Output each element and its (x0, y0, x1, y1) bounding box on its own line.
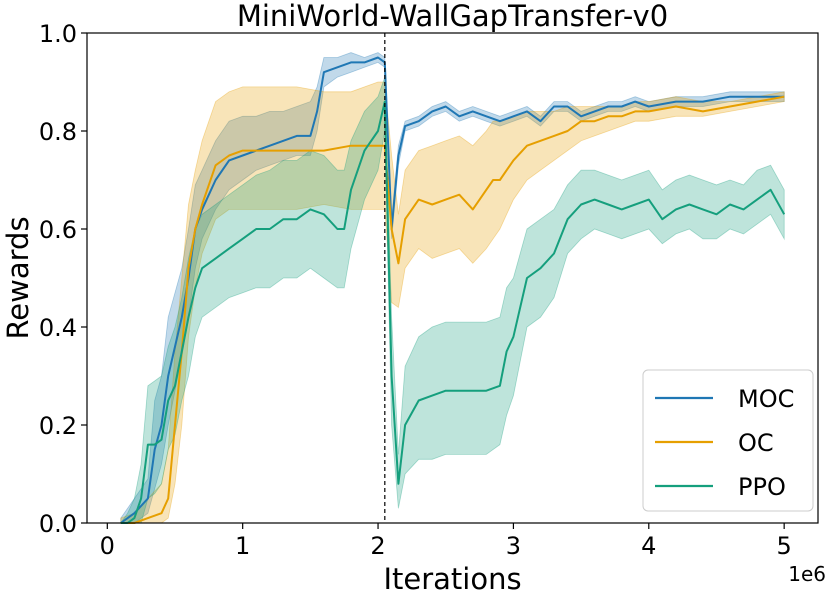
x-tick-label: 2 (370, 532, 385, 560)
plot-frame (86, 32, 819, 524)
legend-label-oc: OC (738, 429, 774, 457)
y-tick-label: 0.6 (39, 216, 77, 244)
x-tick-label: 1 (235, 532, 250, 560)
legend: MOC OC PPO (642, 369, 814, 512)
y-tick-label: 0.2 (39, 412, 77, 440)
y-axis-ticks: 0.0 0.2 0.4 0.6 0.8 1.0 (39, 20, 87, 538)
y-axis-label: Rewards (1, 216, 35, 339)
y-tick-label: 0.4 (39, 314, 77, 342)
legend-label-moc: MOC (738, 385, 794, 413)
x-tick-label: 4 (641, 532, 656, 560)
oc-line (120, 95, 785, 524)
y-tick-label: 0.0 (39, 510, 77, 538)
chart-title: MiniWorld-WallGapTransfer-v0 (237, 0, 668, 33)
legend-label-ppo: PPO (738, 473, 786, 501)
x-tick-label: 3 (506, 532, 521, 560)
x-axis-label: Iterations (383, 562, 521, 596)
x-tick-label: 5 (777, 532, 792, 560)
series-lines (120, 56, 786, 524)
y-tick-label: 1.0 (39, 20, 77, 48)
x-axis-ticks: 0 1 2 3 4 5 (100, 523, 792, 560)
legend-box (642, 369, 814, 512)
y-tick-label: 0.8 (39, 118, 77, 146)
x-axis-offset-label: 1e6 (788, 562, 826, 586)
oc-band (120, 81, 785, 524)
x-tick-label: 0 (100, 532, 115, 560)
ppo-line (120, 100, 786, 524)
